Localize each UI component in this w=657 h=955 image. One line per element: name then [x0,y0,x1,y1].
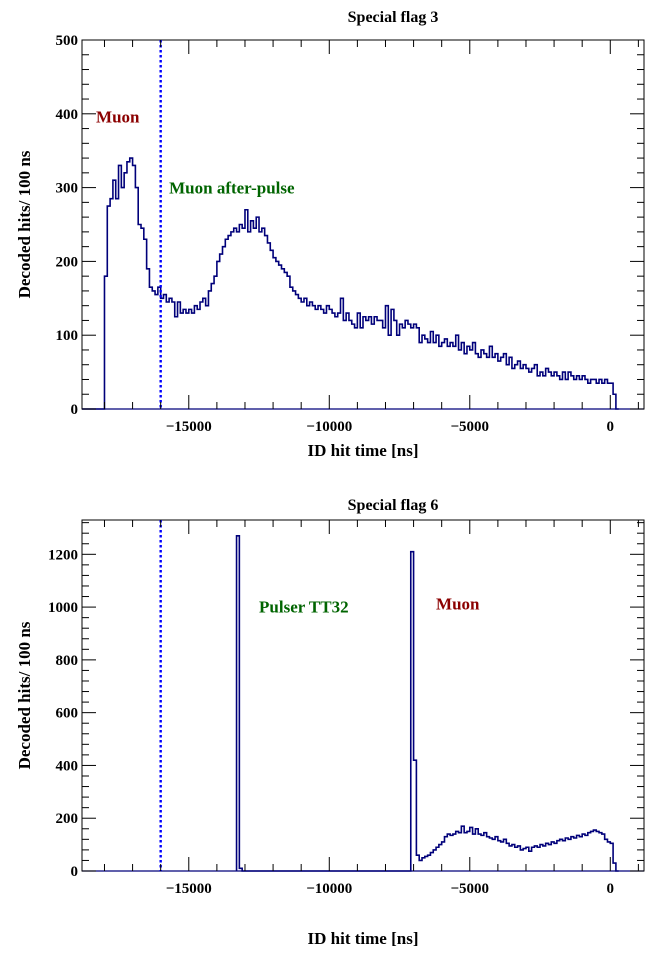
y-tick-label: 300 [56,181,79,197]
y-tick-label: 100 [56,328,79,344]
x-tick-label: −5000 [450,419,489,435]
y-tick-label: 600 [56,706,79,722]
histogram-series [235,535,619,872]
chart-panel-special-flag-6: Special flag 6 −15000 −10000 −5000 0 0 200 400 6… [15,497,645,948]
y-tick-label: 500 [56,33,79,49]
y-tick-label: 200 [56,254,79,270]
y-tick-label: 0 [71,864,79,880]
y-tick-label: 0 [71,402,79,418]
x-tick-label: −15000 [166,881,212,897]
annotation-label: Muon [96,108,140,127]
x-axis-label: ID hit time [ns] [308,441,419,460]
x-axis-label: ID hit time [ns] [308,929,419,948]
x-tick-label: 0 [607,419,615,435]
x-tick-label: −15000 [166,419,212,435]
y-tick-label: 800 [56,653,79,669]
x-tick-label: 0 [607,881,615,897]
y-tick-label: 1000 [48,600,78,616]
histogram-series [82,157,619,410]
x-tick-label: −10000 [306,881,352,897]
y-axis-label: Decoded hits/ 100 ns [15,621,34,769]
x-tick-label: −5000 [450,881,489,897]
y-tick-label: 400 [56,107,79,123]
y-tick-label: 200 [56,811,79,827]
chart-title: Special flag 3 [348,9,439,26]
y-tick-label: 1200 [48,547,78,563]
annotation-label: Muon [436,595,480,614]
y-tick-label: 400 [56,758,79,774]
chart-title: Special flag 6 [348,497,439,514]
annotation-label: Pulser TT32 [259,597,349,616]
x-tick-label: −10000 [306,419,352,435]
chart-panel-special-flag-3: Special flag 3 −15000 −10000 −5000 0 0 100 200 3… [15,9,645,460]
plot-frame [81,519,645,872]
y-axis-label: Decoded hits/ 100 ns [15,150,34,298]
annotation-label: Muon after-pulse [169,179,295,198]
plot-frame [81,39,645,410]
